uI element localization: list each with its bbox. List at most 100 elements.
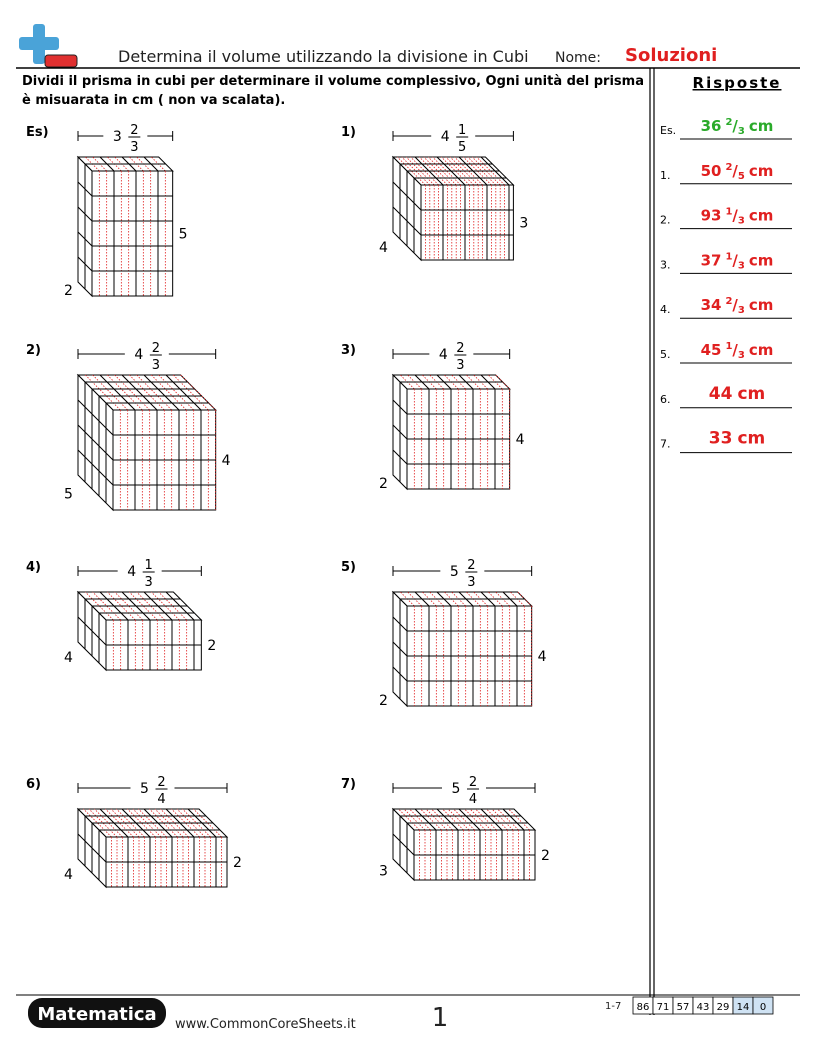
width-numerator: 1 <box>458 123 466 138</box>
grid-line <box>441 156 470 186</box>
depth-label: 4 <box>64 867 73 883</box>
answer-whole: 33 <box>709 429 733 449</box>
problem-label: 6) <box>26 777 41 792</box>
answer-whole: 50 <box>701 162 722 180</box>
grid-line <box>107 591 136 621</box>
width-denominator: 3 <box>152 358 160 373</box>
grid-line <box>480 808 503 831</box>
grid-line <box>419 156 448 186</box>
answer-whole: 44 <box>709 384 733 404</box>
instructions: Dividi il prisma in cubi per determinare… <box>22 74 644 108</box>
width-whole: 5 <box>140 781 149 797</box>
grid-line <box>154 808 184 838</box>
grid-line <box>392 206 422 236</box>
score: 14 <box>737 1002 750 1013</box>
grid-line <box>403 808 426 831</box>
grid-line <box>445 156 475 186</box>
grid-line <box>85 374 121 411</box>
grid-line <box>414 808 437 831</box>
answer-slash: / <box>732 296 738 314</box>
grid-line <box>121 374 158 411</box>
grid-line <box>410 156 439 186</box>
grid-line <box>425 808 448 831</box>
width-numerator: 2 <box>467 558 475 573</box>
answer: 37 1/3 cm <box>701 251 774 271</box>
width-numerator: 2 <box>157 775 165 790</box>
answer-numerator: 1 <box>725 207 732 218</box>
problem-label: 5) <box>341 560 356 575</box>
grid-line <box>463 156 492 186</box>
grid-line <box>129 374 165 411</box>
answer-label: 2. <box>660 214 671 227</box>
grid-line <box>110 808 140 838</box>
answer-whole: 37 <box>701 251 722 269</box>
answer: 50 2/5 cm <box>701 162 774 182</box>
grid-line <box>432 156 461 186</box>
answer-slash: / <box>732 341 738 359</box>
score: 0 <box>760 1002 766 1013</box>
answer-denominator: 3 <box>738 126 745 137</box>
height-label: 4 <box>222 453 231 469</box>
answer: 34 2/3 cm <box>701 296 774 316</box>
grid-line <box>116 808 145 838</box>
answer-unit: cm <box>749 296 774 314</box>
height-label: 3 <box>519 216 528 232</box>
grid-line <box>476 156 505 186</box>
answer-slash: / <box>732 207 738 225</box>
width-whole: 3 <box>113 129 122 145</box>
grid-line <box>392 424 408 440</box>
front-face <box>91 170 174 297</box>
answer: 36 2/3 cm <box>701 117 774 137</box>
name-label: Nome: <box>555 50 601 66</box>
width-denominator: 3 <box>145 575 153 590</box>
grid-line <box>392 181 422 211</box>
grid-line <box>431 808 453 831</box>
grid-line <box>401 156 431 186</box>
answer-numerator: 2 <box>725 296 732 307</box>
height-label: 2 <box>233 855 242 871</box>
grid-line <box>77 181 93 197</box>
answer-numerator: 1 <box>725 341 732 352</box>
grid-line <box>129 591 158 621</box>
grid-line <box>83 808 112 838</box>
grid-line <box>107 374 143 411</box>
answer-whole: 34 <box>701 296 722 314</box>
grid-line <box>85 591 114 621</box>
answer-unit: cm <box>749 117 774 135</box>
grid-line <box>467 156 497 186</box>
grid-line <box>77 616 107 646</box>
grid-line <box>151 591 180 621</box>
grid-line <box>458 808 481 831</box>
instructions-box: Dividi il prisma in cubi per determinare… <box>22 74 644 108</box>
answer-denominator: 3 <box>738 350 745 361</box>
answer-whole: 45 <box>701 341 722 359</box>
grid-line <box>405 156 435 186</box>
name-value: Soluzioni <box>625 45 717 66</box>
height-label: 2 <box>207 638 216 654</box>
width-numerator: 2 <box>456 341 464 356</box>
problem-label: 2) <box>26 343 41 358</box>
answer-label: 5. <box>660 348 671 361</box>
grid-line <box>471 156 501 186</box>
answer-whole: 36 <box>701 117 722 135</box>
answer: 93 1/3 cm <box>701 207 774 227</box>
width-numerator: 2 <box>469 775 477 790</box>
grid-line <box>158 591 187 621</box>
answer-unit: cm <box>749 341 774 359</box>
score: 86 <box>637 1002 650 1013</box>
grid-line <box>449 156 479 186</box>
answer: 33 cm <box>709 429 765 449</box>
grid-line <box>486 808 508 831</box>
grid-line <box>158 374 194 411</box>
answer-numerator: 1 <box>725 251 732 262</box>
width-denominator: 3 <box>467 575 475 590</box>
grid-line <box>409 808 431 831</box>
depth-label: 2 <box>379 693 388 709</box>
width-denominator: 5 <box>458 140 466 155</box>
